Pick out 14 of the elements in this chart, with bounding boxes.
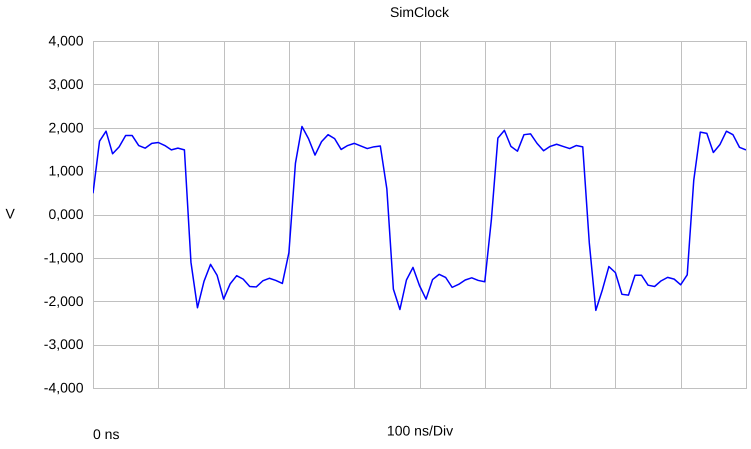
- line-series: [93, 126, 746, 312]
- y-tick-label: 0,000: [48, 206, 84, 222]
- text: 0 ns: [93, 426, 120, 442]
- y-tick-label: -2,000: [44, 292, 84, 309]
- y-tick-label: -3,000: [44, 336, 84, 352]
- y-tick-label: -1,000: [44, 249, 84, 266]
- y-tick-label: 2,000: [48, 119, 84, 136]
- y-tick-label: 3,000: [48, 76, 84, 92]
- y-tick-label: 4,000: [48, 32, 84, 48]
- y-tick-label: 1,000: [48, 162, 84, 179]
- chart-title: SimClock: [390, 4, 450, 20]
- x-axis-title: 100 ns/Div: [386, 422, 454, 438]
- y-axis-title: V: [6, 206, 16, 222]
- y-tick-label: -4,000: [44, 380, 84, 396]
